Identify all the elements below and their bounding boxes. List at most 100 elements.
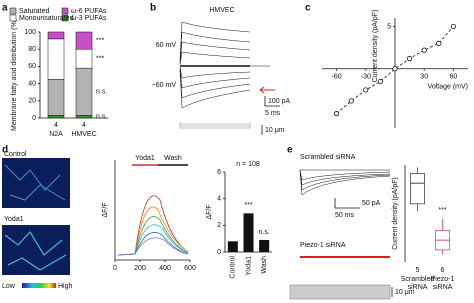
stimulus (289, 284, 391, 300)
point (450, 23, 456, 30)
bar-segment (75, 48, 93, 69)
annotation: n.s. (96, 89, 107, 96)
y-tick-label: 60 (28, 63, 36, 70)
scale-label: 5 ms (265, 110, 281, 117)
x-tick-label: 60 (450, 74, 458, 81)
annotation: *** (438, 207, 446, 214)
trace-label: Piezo-1 siRNA (300, 242, 346, 249)
x-tick-label: Piezo-1 (431, 276, 455, 283)
scale-bar (264, 96, 280, 107)
point (392, 66, 398, 72)
axis-label: Current density (pA/pF) (372, 10, 379, 83)
y-tick-label: 20 (28, 98, 36, 105)
image-label: Control (4, 151, 27, 158)
panel-label: d (2, 145, 8, 156)
bar (243, 213, 254, 252)
scale-label: 10 μm (265, 127, 285, 134)
x-tick-label: Scrambled (401, 276, 435, 283)
y-tick-label: 4 (217, 196, 221, 203)
n-label: 5 (416, 267, 420, 274)
colorbar (22, 283, 56, 288)
title: HMVEC (209, 7, 234, 14)
x-tick-label: 600 (184, 265, 196, 272)
y-tick-label: 0 (217, 249, 221, 256)
bar-segment (47, 38, 65, 80)
scale-label: 50 ms (335, 212, 355, 219)
axis-label: ΔF/F (102, 202, 109, 217)
y-tick-label: 80 (28, 46, 36, 53)
axis-label: ΔF/F (206, 204, 213, 219)
x-tick-label: Control (230, 256, 237, 279)
bar-segment (47, 31, 65, 40)
y-tick-label: 2 (217, 222, 221, 229)
x-tick-label: 400 (159, 265, 171, 272)
x-tick-label: -30 (361, 74, 371, 81)
x-tick-label: siRNA (408, 284, 428, 291)
annotation: Yoda1 (135, 155, 155, 162)
point (406, 56, 413, 62)
bar-segment (75, 67, 93, 116)
bar-segment (75, 115, 93, 119)
legend-label: Monounsaturated (19, 15, 74, 22)
annotation: n.s. (259, 229, 270, 236)
x-tick-label: Wash (261, 256, 268, 274)
bar (227, 241, 238, 252)
fit-line (336, 26, 454, 114)
bar-segment (47, 115, 65, 119)
annotation: n = 108 (236, 161, 260, 168)
point (348, 98, 354, 104)
scale-label: 10 μm (395, 289, 415, 296)
panel-label: e (287, 145, 293, 156)
axis-label: Membrane fatty acid distribution (%) (11, 19, 18, 131)
bar (259, 240, 270, 252)
label: −60 mV (152, 82, 177, 89)
y-tick-label: 6 (217, 169, 221, 176)
label: 60 mV (156, 42, 177, 49)
x-tick-label: 0 (113, 265, 117, 272)
bar-segment (47, 79, 65, 116)
axis-label: Voltage (mV) (428, 84, 468, 91)
x-tick-label: siRNA (433, 284, 453, 291)
legend-swatch (9, 14, 17, 22)
legend-label: ω-6 PUFAs (71, 8, 107, 15)
legend-swatch (9, 7, 17, 15)
y-tick-label: 100 (24, 29, 36, 36)
texture (4, 164, 66, 201)
colorbar-label: Low (2, 283, 16, 290)
x-tick-label: HMVEC (71, 131, 96, 138)
point (363, 87, 369, 93)
x-tick-label: N2A (49, 131, 63, 138)
point (436, 40, 442, 46)
panel-label: c (305, 3, 311, 14)
colorbar-label: High (58, 283, 73, 290)
legend-label: ω-3 PUFAs (71, 15, 107, 22)
x-tick-label: Yoda1 (245, 256, 252, 276)
point (333, 111, 340, 117)
y-tick-label: 5 (387, 23, 391, 30)
calcium-traces (117, 195, 189, 256)
legend-label: Saturated (19, 8, 49, 15)
y-tick-label: 40 (28, 80, 36, 87)
y-tick-label: 0 (32, 115, 36, 122)
image-label: Yoda1 (4, 216, 24, 223)
scale-label: 100 pA (268, 98, 291, 105)
box (410, 173, 425, 205)
annotation: n.s. (96, 114, 107, 121)
patch-traces (299, 169, 391, 196)
n-label: 4 (82, 122, 86, 129)
legend-swatch (61, 7, 69, 15)
panel-label: a (2, 3, 8, 14)
annotation: *** (96, 56, 104, 63)
n-label: 6 (441, 267, 445, 274)
scale-bar (334, 198, 360, 209)
axis-label: Current density (pA/pF) (392, 177, 399, 250)
scale-label: 50 pA (362, 200, 381, 207)
patch-traces (179, 21, 270, 129)
annotation: Wash (164, 155, 182, 162)
texture (4, 231, 67, 271)
micrograph (2, 158, 70, 208)
trace-label: Scrambled siRNA (300, 154, 356, 161)
annotation: *** (96, 37, 104, 44)
point (377, 78, 383, 85)
x-tick-label: -60 (332, 74, 342, 81)
